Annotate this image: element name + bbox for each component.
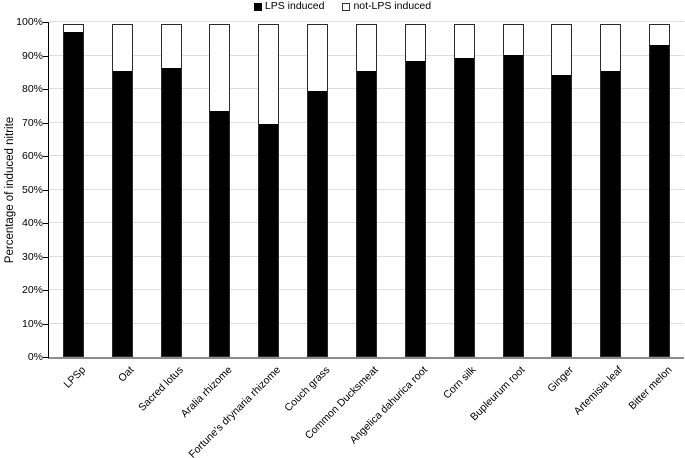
bar-fill-lps-induced	[112, 71, 132, 356]
y-tick-label: 90%	[21, 49, 43, 62]
x-tick-label: Artemisia leaf	[571, 364, 626, 418]
bar-artemisia-leaf	[600, 24, 622, 357]
y-tick-mark	[43, 290, 48, 291]
y-tick-mark	[43, 256, 48, 258]
plot-area	[48, 21, 684, 359]
legend-item-lps-induced: LPS induced	[253, 0, 325, 13]
y-tick-mark	[43, 22, 48, 23]
bar-fill-lps-induced	[63, 31, 83, 356]
bar-fill-lps-induced	[405, 61, 425, 356]
bar-fill-lps-induced	[161, 68, 181, 356]
gridline	[49, 21, 684, 22]
x-tick-label: Bitter melon	[625, 364, 675, 413]
y-axis-title: Percentage of induced nitrite	[4, 116, 16, 264]
bar-fill-lps-induced	[454, 58, 474, 356]
bar-aralia-rhizome	[209, 24, 231, 357]
bar-oat	[111, 24, 133, 357]
bar-fill-lps-induced	[308, 91, 328, 356]
x-tick-label: Ginger	[545, 364, 577, 395]
y-tick-mark	[43, 223, 48, 224]
bar-fortune-s-drynaria-rhizome	[258, 24, 280, 357]
y-tick-mark	[43, 156, 48, 157]
bar-ginger	[551, 24, 573, 357]
bar-common-ducksmeat	[356, 24, 377, 357]
bar-fill-lps-induced	[503, 54, 523, 356]
bar-fill-lps-induced	[259, 124, 279, 356]
y-tick-label: 30%	[21, 250, 43, 263]
y-tick-mark	[43, 55, 48, 57]
y-tick-label: 70%	[21, 116, 43, 129]
x-tick-label: Sacred lotus	[135, 364, 186, 414]
y-tick-label: 100%	[16, 16, 43, 28]
y-tick-label: 40%	[21, 217, 43, 229]
y-tick-label: 50%	[21, 183, 43, 196]
bar-fill-lps-induced	[357, 71, 376, 356]
bar-bupleurum-root	[502, 24, 524, 357]
bar-fill-lps-induced	[210, 111, 230, 356]
legend-item-not-lps-induced: not-LPS induced	[342, 0, 431, 13]
x-tick-label: Oat	[116, 364, 137, 385]
legend-label-not-lps-induced: not-LPS induced	[353, 0, 432, 12]
legend-swatch-open-square-icon	[342, 2, 351, 11]
y-tick-label: 80%	[21, 83, 43, 95]
x-tick-label: Fortune's drynaria rhizome	[186, 364, 284, 458]
bar-fill-lps-induced	[601, 71, 621, 356]
legend-swatch-filled-square-icon	[253, 2, 262, 11]
bar-sacred-lotus	[160, 24, 182, 357]
bar-angelica-dahurica-root	[404, 24, 426, 357]
y-tick-mark	[43, 122, 48, 124]
y-tick-mark	[43, 323, 48, 325]
x-tick-label: Couch grass	[281, 364, 333, 415]
y-tick-mark	[43, 189, 48, 191]
y-tick-mark	[43, 89, 48, 90]
y-tick-label: 60%	[21, 150, 43, 162]
y-tick-label: 0%	[27, 351, 43, 363]
bar-fill-lps-induced	[552, 74, 572, 356]
y-tick-mark	[43, 357, 48, 358]
chart-legend: LPS induced not-LPS induced	[0, 0, 685, 13]
bar-couch-grass	[307, 24, 329, 357]
y-tick-label: 20%	[21, 284, 43, 296]
x-tick-label: LPSp	[61, 364, 88, 391]
x-tick-label: Corn silk	[441, 364, 479, 402]
y-tick-label: 10%	[21, 317, 43, 330]
bar-fill-lps-induced	[650, 44, 670, 356]
legend-label-lps-induced: LPS induced	[264, 0, 325, 12]
bar-corn-silk	[453, 24, 475, 357]
bar-lpsp	[62, 24, 84, 357]
bar-bitter-melon	[649, 24, 671, 357]
